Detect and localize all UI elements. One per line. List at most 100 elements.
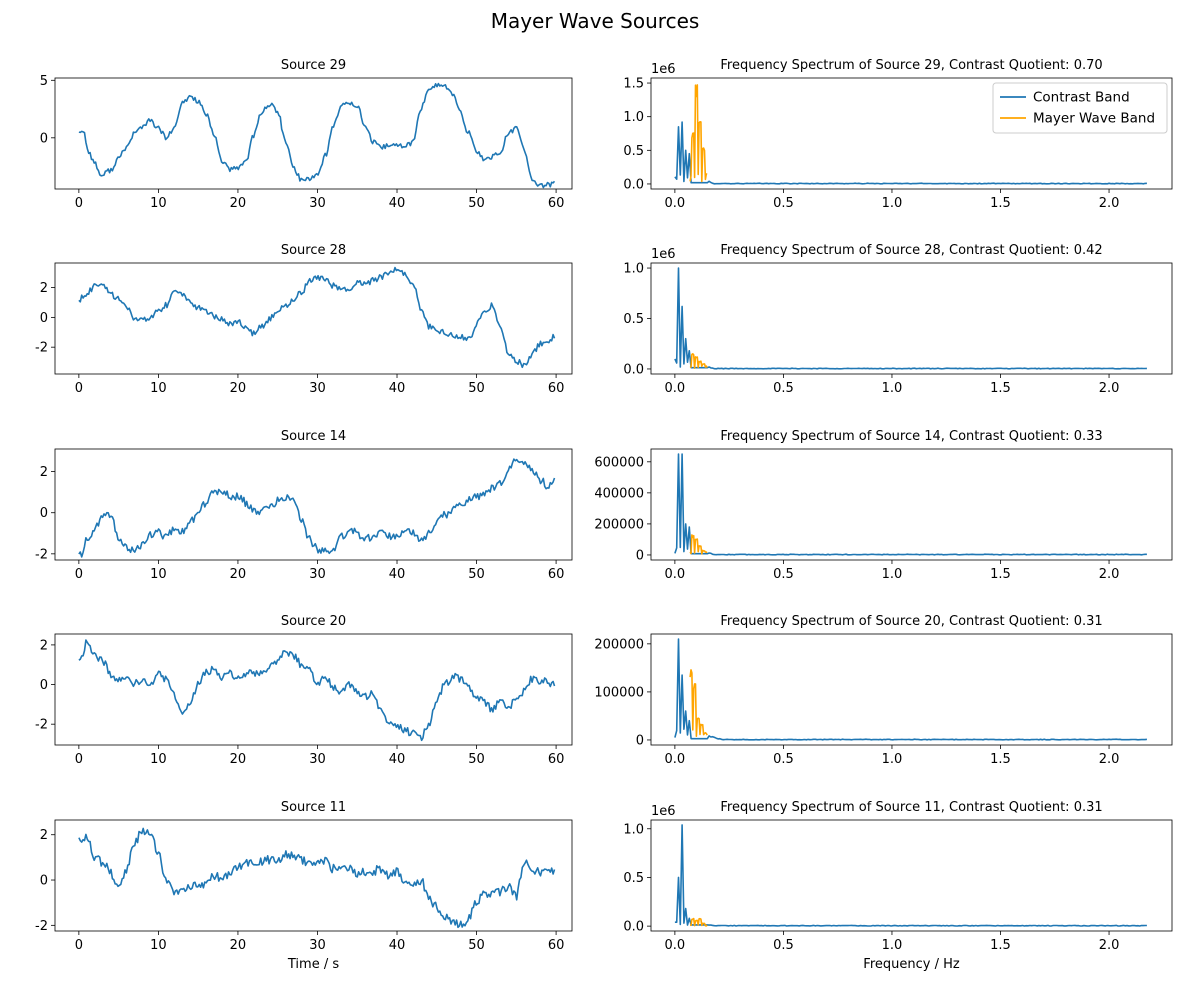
x-tick-label: 60	[548, 567, 565, 582]
subplot-0: Source 29 0 10 20 30 40 50 60 0 5	[40, 58, 573, 211]
x-tick-label: 1.0	[882, 567, 903, 582]
x-tick-label: 2.0	[1099, 567, 1120, 582]
y-tick-label: 0	[40, 311, 48, 326]
x-tick-label: 10	[150, 752, 167, 767]
contrast-band-line	[674, 267, 1147, 370]
y-tick-label: 0	[40, 874, 48, 889]
signal-line	[78, 82, 556, 189]
subplot-9: Frequency Spectrum of Source 11, Contras…	[623, 800, 1173, 972]
axis-multiplier: 1e6	[651, 62, 676, 77]
signal-line	[78, 266, 556, 369]
x-tick-label: 2.0	[1099, 938, 1120, 953]
x-tick-label: 0.5	[773, 567, 794, 582]
axes-frame	[54, 819, 573, 932]
plot-area	[674, 84, 1147, 185]
contrast-band-line	[674, 121, 1147, 185]
subplot-1: Frequency Spectrum of Source 29, Contras…	[623, 58, 1173, 211]
x-tick-label: 1.5	[990, 567, 1011, 582]
axes-frame	[54, 633, 573, 746]
x-tick-label: 50	[468, 752, 485, 767]
y-tick-label: 600000	[594, 455, 644, 470]
x-tick-label: 10	[150, 567, 167, 582]
axes-frame	[650, 262, 1173, 375]
axes-frame	[650, 819, 1173, 932]
figure-suptitle: Mayer Wave Sources	[491, 9, 700, 33]
subplot-title: Frequency Spectrum of Source 28, Contras…	[720, 243, 1102, 258]
axes-frame	[54, 448, 573, 561]
plot-area	[78, 639, 556, 742]
x-tick-label: 30	[309, 752, 326, 767]
x-tick-label: 50	[468, 196, 485, 211]
x-tick-label: 20	[230, 381, 247, 396]
x-tick-label: 0	[75, 752, 83, 767]
subplot-title: Source 28	[281, 243, 346, 258]
x-tick-label: 0.0	[665, 938, 686, 953]
x-tick-label: 60	[548, 381, 565, 396]
legend-box	[992, 82, 1168, 134]
signal-line	[78, 827, 556, 929]
mayer-band-line	[689, 669, 708, 738]
x-tick-label: 40	[389, 381, 406, 396]
x-tick-label: 40	[389, 752, 406, 767]
x-tick-label: 10	[150, 196, 167, 211]
x-tick-label: 50	[468, 567, 485, 582]
y-tick-label: 0.0	[623, 920, 644, 935]
x-tick-label: 1.0	[882, 381, 903, 396]
x-tick-label: 40	[389, 567, 406, 582]
axes-frame	[650, 633, 1173, 746]
y-tick-label: 2	[40, 638, 48, 653]
x-tick-label: 50	[468, 381, 485, 396]
x-tick-label: 0.0	[665, 752, 686, 767]
y-tick-label: 0	[636, 548, 644, 563]
x-tick-label: 30	[309, 938, 326, 953]
subplot-5: Frequency Spectrum of Source 14, Contras…	[594, 429, 1173, 582]
y-tick-label: 400000	[594, 486, 644, 501]
x-tick-label: 0.0	[665, 567, 686, 582]
axes-frame	[54, 77, 573, 190]
y-tick-label: 2	[40, 465, 48, 480]
y-tick-label: 100000	[594, 685, 644, 700]
subplot-7: Frequency Spectrum of Source 20, Contras…	[594, 614, 1173, 767]
contrast-band-line	[674, 453, 1147, 556]
x-tick-label: 0.0	[665, 381, 686, 396]
x-tick-label: 20	[230, 752, 247, 767]
subplot-title: Frequency Spectrum of Source 20, Contras…	[720, 614, 1102, 629]
x-tick-label: 30	[309, 196, 326, 211]
signal-line	[78, 639, 556, 742]
plot-area	[674, 453, 1147, 556]
x-tick-label: 40	[389, 938, 406, 953]
signal-line	[78, 458, 556, 558]
plot-area	[674, 638, 1148, 741]
y-tick-label: 0.0	[623, 177, 644, 192]
subplot-title: Frequency Spectrum of Source 29, Contras…	[720, 58, 1102, 73]
axis-multiplier: 1e6	[651, 804, 676, 819]
y-tick-label: 1.0	[623, 110, 644, 125]
x-tick-label: 0.5	[773, 938, 794, 953]
x-tick-label: 20	[230, 196, 247, 211]
plot-area	[674, 267, 1147, 370]
subplot-title: Frequency Spectrum of Source 14, Contras…	[720, 429, 1102, 444]
plot-area	[78, 82, 556, 189]
x-tick-label: 40	[389, 196, 406, 211]
x-tick-label: 60	[548, 196, 565, 211]
y-tick-label: 2	[40, 828, 48, 843]
y-tick-label: 0	[40, 131, 48, 146]
x-tick-label: 1.0	[882, 196, 903, 211]
plot-area	[78, 458, 556, 558]
axis-multiplier: 1e6	[651, 247, 676, 262]
x-axis-label: Time / s	[287, 957, 339, 972]
x-tick-label: 0	[75, 567, 83, 582]
subplot-6: Source 20 0 10 20 30 40 50 60 -2 0 2	[35, 614, 573, 767]
contrast-band-line	[674, 824, 1147, 927]
plot-area	[78, 266, 556, 369]
x-tick-label: 0	[75, 381, 83, 396]
subplot-2: Source 28 0 10 20 30 40 50 60 -2 0 2	[35, 243, 573, 396]
x-tick-label: 1.5	[990, 381, 1011, 396]
y-tick-label: -2	[35, 919, 48, 934]
y-tick-label: 1.0	[623, 262, 644, 277]
subplot-title: Source 14	[281, 429, 346, 444]
x-tick-label: 2.0	[1099, 752, 1120, 767]
subplot-4: Source 14 0 10 20 30 40 50 60 -2 0 2	[35, 429, 573, 582]
subplot-3: Frequency Spectrum of Source 28, Contras…	[623, 243, 1173, 396]
